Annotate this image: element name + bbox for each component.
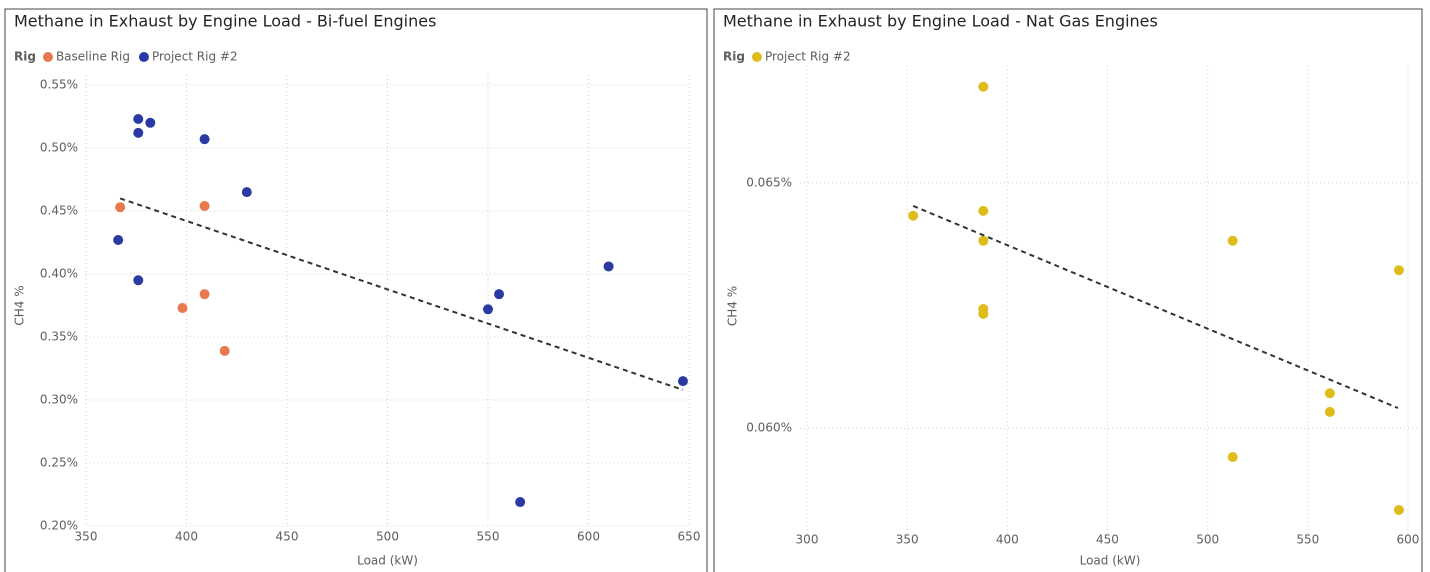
y-axis-title: CH4 % — [726, 286, 740, 326]
data-point — [145, 117, 156, 128]
data-point — [1227, 452, 1238, 463]
data-point — [978, 308, 989, 319]
y-tick-label: 0.065% — [746, 175, 792, 189]
data-point — [483, 304, 493, 315]
legend-label: Baseline Rig — [56, 50, 130, 64]
legend-marker — [42, 52, 53, 62]
x-tick-label: 550 — [1296, 533, 1319, 547]
data-point — [1324, 388, 1335, 399]
x-tick-label: 400 — [996, 533, 1019, 547]
data-point — [515, 497, 526, 508]
x-tick-label: 450 — [276, 530, 299, 544]
x-tick-label: 400 — [175, 530, 198, 544]
y-tick-label: 0.50% — [40, 141, 78, 155]
data-point — [494, 289, 505, 300]
legend-label: Project Rig #2 — [152, 50, 238, 64]
data-point — [1227, 235, 1238, 246]
x-tick-label: 500 — [376, 530, 399, 544]
data-point — [177, 303, 188, 314]
x-tick-label: 550 — [477, 530, 500, 544]
panel-border — [713, 8, 1423, 572]
x-axis-title: Load (kW) — [1080, 554, 1141, 568]
y-tick-label: 0.45% — [40, 204, 78, 218]
y-tick-label: 0.55% — [40, 78, 78, 92]
panel-border — [4, 8, 708, 572]
x-tick-label: 600 — [577, 530, 600, 544]
data-point — [199, 134, 210, 145]
y-tick-label: 0.35% — [40, 330, 78, 344]
y-tick-label: 0.30% — [40, 393, 78, 407]
x-axis-title: Load (kW) — [357, 554, 418, 568]
legend-title: Rig — [723, 50, 745, 64]
chart-title: Methane in Exhaust by Engine Load - Bi-f… — [14, 12, 436, 31]
data-point — [133, 114, 144, 125]
trend-line — [912, 205, 1399, 409]
x-tick-label: 650 — [678, 530, 701, 544]
legend-marker — [138, 52, 149, 62]
data-point — [115, 202, 126, 213]
x-tick-label: 350 — [896, 533, 919, 547]
y-axis-title: CH4 % — [13, 285, 27, 325]
x-tick-label: 500 — [1196, 533, 1219, 547]
legend-title: Rig — [14, 50, 36, 64]
data-point — [199, 200, 210, 211]
data-point — [677, 376, 688, 387]
y-tick-label: 0.25% — [40, 456, 78, 470]
data-point — [978, 205, 989, 216]
trend-line — [119, 197, 684, 391]
x-tick-label: 450 — [1096, 533, 1119, 547]
x-tick-label: 300 — [796, 533, 819, 547]
data-point — [219, 345, 230, 356]
legend-marker — [751, 52, 762, 62]
y-tick-label: 0.40% — [40, 267, 78, 281]
x-tick-label: 600 — [1397, 533, 1420, 547]
chart-title: Methane in Exhaust by Engine Load - Nat … — [723, 12, 1158, 31]
data-point — [978, 235, 989, 246]
y-tick-label: 0.20% — [40, 519, 78, 533]
data-point — [241, 187, 252, 198]
data-point — [113, 234, 124, 245]
data-point — [603, 261, 614, 272]
legend-label: Project Rig #2 — [765, 50, 851, 64]
data-point — [133, 275, 144, 286]
data-point — [199, 289, 210, 300]
data-point — [1324, 406, 1335, 417]
data-point — [978, 81, 989, 92]
data-point — [1393, 505, 1404, 516]
data-point — [133, 127, 144, 138]
data-point — [1393, 265, 1404, 276]
x-tick-label: 350 — [75, 530, 98, 544]
data-point — [908, 210, 919, 221]
y-tick-label: 0.060% — [746, 421, 792, 435]
